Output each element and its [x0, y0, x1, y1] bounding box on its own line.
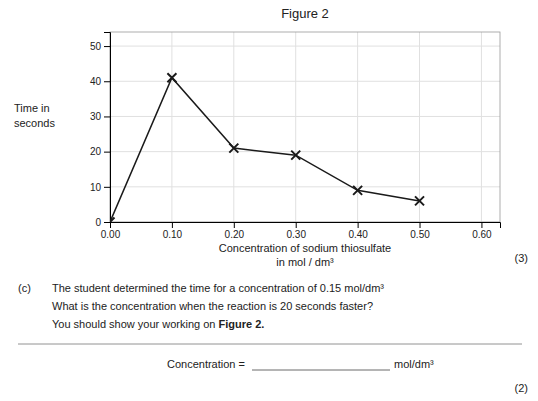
- x-tick: 0.50: [410, 222, 430, 240]
- plot-frame: [110, 32, 500, 222]
- chart: 0.00 0.10 0.20 0.30 0.40 0.50 0.60 0 10 20 30 40 50 F…: [0, 0, 538, 401]
- plot-area: [110, 73, 424, 222]
- y-tick: 10: [90, 182, 110, 193]
- x-tick-label: 0.40: [348, 229, 368, 240]
- x-axis: 0.00 0.10 0.20 0.30 0.40 0.50 0.60: [101, 222, 501, 240]
- y-grid-line: [110, 186, 500, 187]
- question-prefix: (c): [18, 282, 31, 294]
- y-tick-mark: [104, 116, 110, 117]
- y-tick: 40: [90, 76, 110, 87]
- y-tick-mark: [104, 46, 110, 47]
- y-grid-line: [110, 116, 500, 117]
- x-axis-label: Concentration of sodium thiosulfate: [219, 242, 391, 254]
- data-line: [110, 78, 420, 222]
- y-tick: 30: [90, 111, 110, 122]
- x-tick-mark: [358, 222, 359, 228]
- x-tick-mark: [420, 222, 421, 228]
- question-text-bold: Figure 2.: [219, 318, 265, 330]
- x-tick-label: 0.50: [410, 229, 430, 240]
- answer-label: Concentration =: [167, 358, 248, 370]
- y-tick-label: 20: [90, 146, 102, 157]
- x-grid-line: [481, 32, 482, 222]
- data-point: [415, 196, 424, 205]
- x-tick: 0.00: [101, 222, 121, 240]
- y-tick-label: 50: [90, 41, 102, 52]
- y-axis: 0 10 20 30 40 50: [90, 33, 111, 228]
- question-text-part: You should show your working on: [52, 318, 219, 330]
- x-axis-line: [111, 223, 501, 229]
- y-tick: 20: [90, 146, 110, 157]
- x-tick-label: 0.00: [101, 229, 121, 240]
- x-tick: 0.30: [286, 222, 306, 240]
- y-axis-label: seconds: [14, 117, 55, 129]
- data-point: [291, 151, 300, 160]
- y-grid-line: [110, 151, 500, 152]
- separator: [18, 344, 522, 345]
- y-tick-mark: [104, 187, 110, 188]
- x-grid-line: [171, 32, 172, 222]
- x-grid-line: [295, 32, 296, 222]
- question-text: The student determined the time for a co…: [52, 282, 384, 294]
- question-text: What is the concentration when the react…: [52, 300, 373, 312]
- y-grid-line: [110, 46, 500, 47]
- y-tick-label: 40: [90, 76, 102, 87]
- y-axis-line: [104, 33, 111, 223]
- x-tick-label: 0.10: [163, 229, 183, 240]
- y-tick-label: 10: [90, 182, 102, 193]
- y-tick-mark: [104, 222, 110, 223]
- y-tick-mark: [104, 81, 110, 82]
- answer-blank: [252, 370, 390, 371]
- x-grid-line: [419, 32, 420, 222]
- x-grid-line: [357, 32, 358, 222]
- mark-label: (2): [515, 382, 528, 394]
- question-text: You should show your working on Figure 2…: [52, 318, 264, 330]
- data-point: [167, 73, 176, 82]
- x-tick-mark: [234, 222, 235, 228]
- x-axis-label: in mol / dm³: [276, 256, 334, 268]
- x-grid-line: [233, 32, 234, 222]
- x-tick-mark: [296, 222, 297, 228]
- x-tick: 0.60: [472, 222, 492, 240]
- answer-unit: mol/dm³: [394, 358, 434, 370]
- y-tick-mark: [104, 152, 110, 153]
- chart-title: Figure 2: [281, 6, 329, 21]
- grid: [110, 32, 500, 222]
- mark-label: (3): [515, 252, 528, 264]
- y-axis-label: Time in: [14, 102, 50, 114]
- data-point: [229, 144, 238, 153]
- x-tick-label: 0.20: [225, 229, 245, 240]
- y-tick: 0: [95, 217, 110, 228]
- x-tick-mark: [172, 222, 173, 228]
- x-tick-label: 0.60: [472, 229, 492, 240]
- y-tick-label: 0: [95, 217, 101, 228]
- x-tick-label: 0.30: [286, 229, 306, 240]
- data-point: [110, 218, 115, 223]
- x-tick: 0.10: [163, 222, 183, 240]
- y-tick-label: 30: [90, 111, 102, 122]
- x-tick: 0.40: [348, 222, 368, 240]
- y-tick: 50: [90, 41, 110, 52]
- x-tick: 0.20: [225, 222, 245, 240]
- data-point: [353, 186, 362, 195]
- x-tick-mark: [481, 222, 482, 228]
